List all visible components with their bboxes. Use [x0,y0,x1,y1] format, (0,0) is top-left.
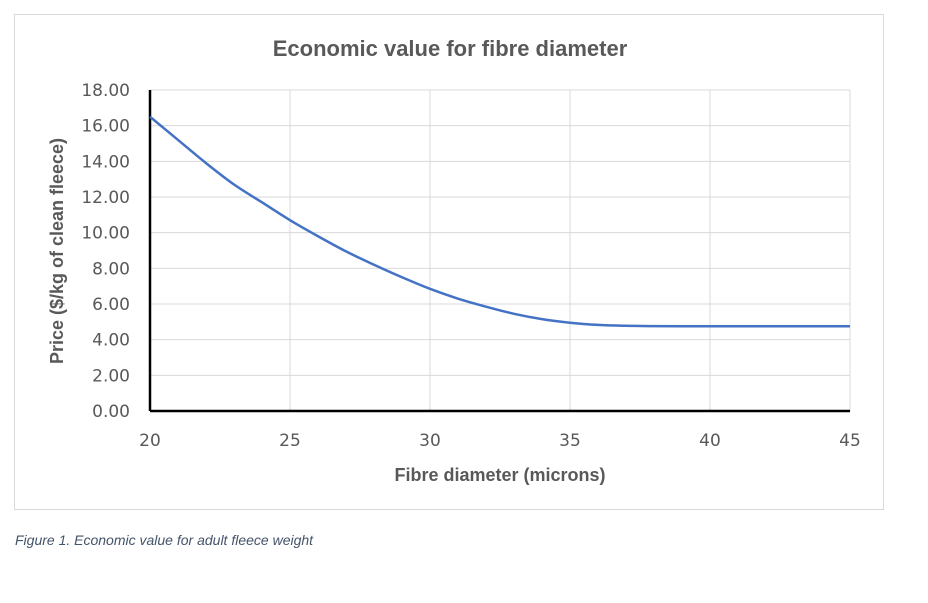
y-tick-label: 10.00 [81,224,130,244]
y-axis-title: Price ($/kg of clean fleece) [47,138,67,364]
axes [148,90,850,413]
y-tick-label: 12.00 [81,188,130,208]
y-tick-label: 4.00 [92,331,130,351]
y-tick-label: 14.00 [81,152,130,172]
y-tick-label: 8.00 [92,259,130,279]
series-line-price [149,115,850,328]
y-tick-label: 18.00 [81,81,130,101]
x-tick-label: 30 [419,431,441,451]
chart-title: Economic value for fibre diameter [273,36,628,61]
x-tick-label: 20 [139,431,161,451]
y-tick-label: 6.00 [92,295,130,315]
y-tick-label: 0.00 [92,402,130,422]
y-tick-label: 16.00 [81,117,130,137]
x-tick-label: 40 [699,431,721,451]
series [149,115,850,328]
x-tick-label: 35 [559,431,581,451]
gridlines [150,89,851,411]
chart: 0.00 2.00 4.00 6.00 8.00 10.00 12.00 14.00 16.00… [47,36,861,485]
y-tick-label: 2.00 [92,366,130,386]
tick-labels: 0.00 2.00 4.00 6.00 8.00 10.00 12.00 14.00 16.00… [81,81,860,451]
chart-frame: 0.00 2.00 4.00 6.00 8.00 10.00 12.00 14.00 16.00… [14,14,884,510]
x-axis-title: Fibre diameter (microns) [394,465,605,485]
figure-caption: Figure 1. Economic value for adult fleec… [15,532,314,548]
x-tick-label: 25 [279,431,301,451]
x-tick-label: 45 [839,431,861,451]
